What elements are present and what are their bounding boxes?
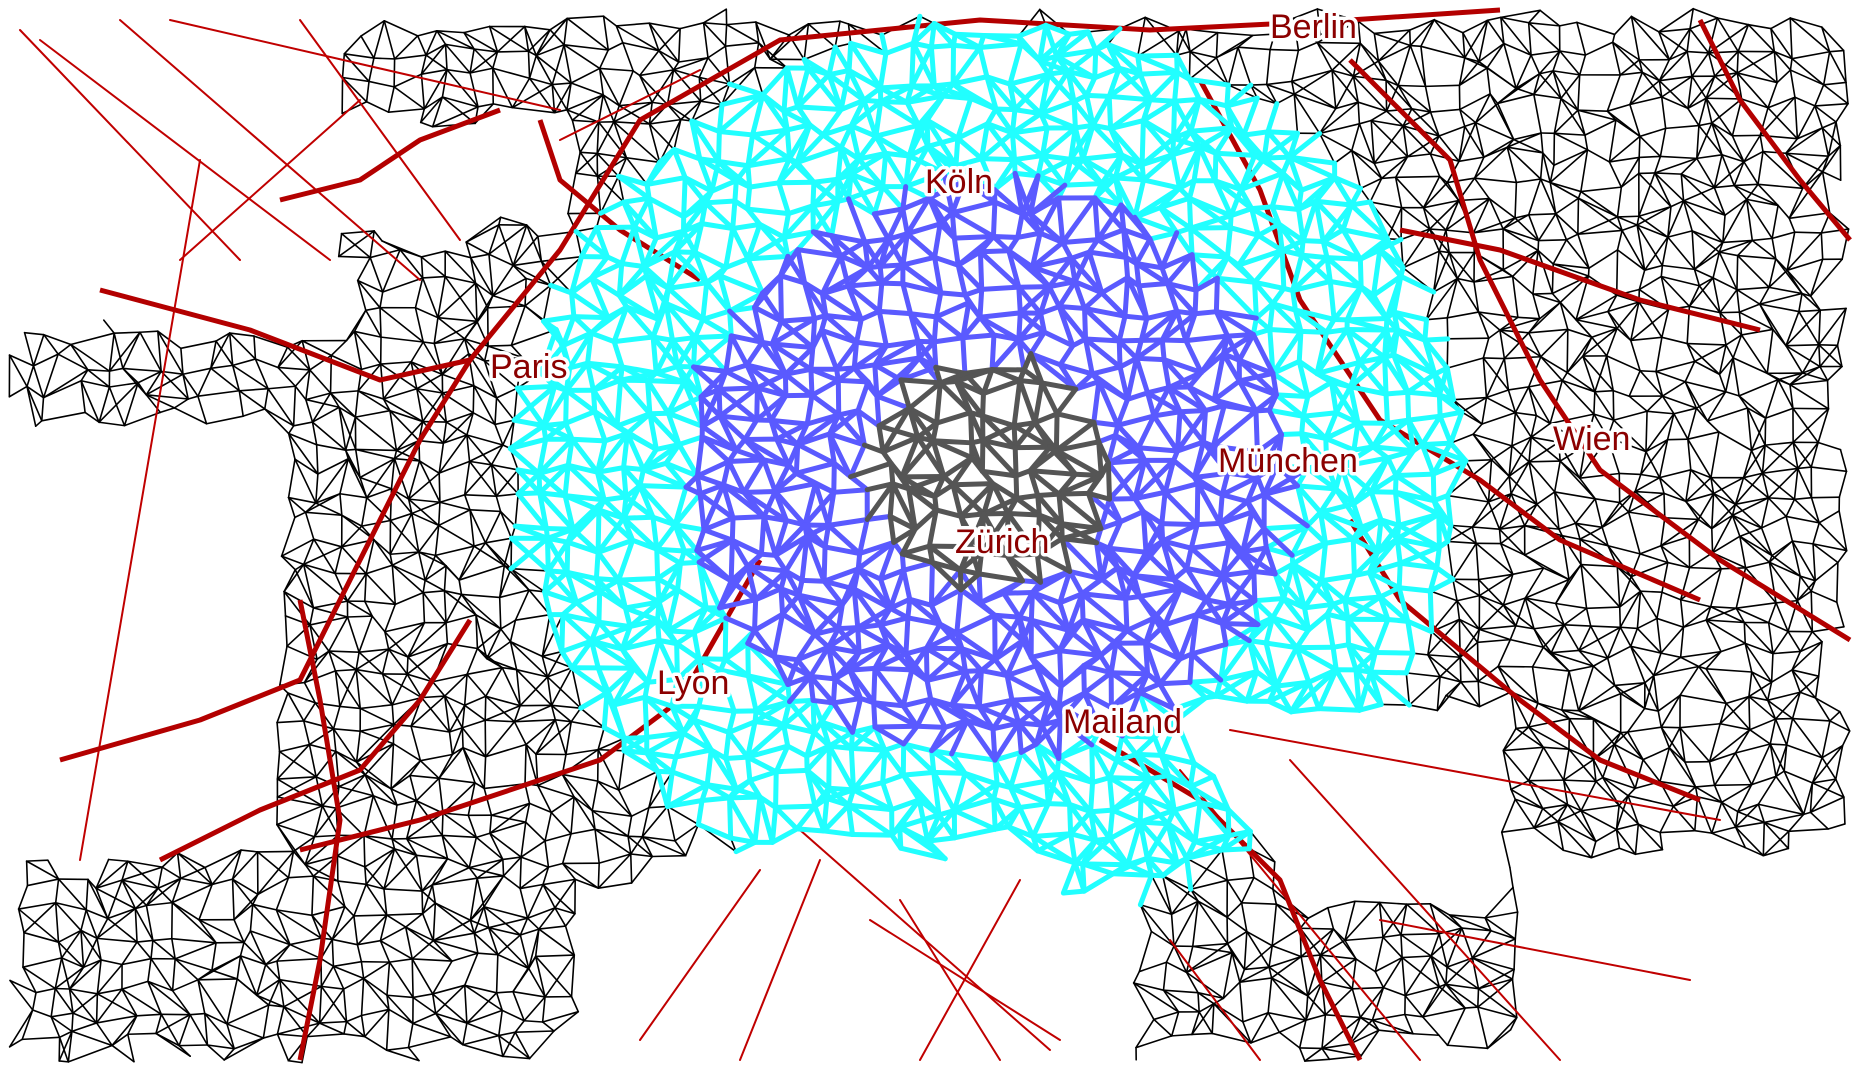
road-mesh-layer: [8, 7, 1851, 1064]
highway-layer: [59, 7, 1852, 1062]
ferry-links-layer: [19, 19, 1721, 1061]
reachable-area-inner: [848, 351, 1113, 593]
city-label-lyon: Lyon: [657, 664, 729, 702]
city-label-mailand: Mailand: [1063, 703, 1182, 741]
city-labels: Berlin Köln Paris Wien München Zürich Ly…: [487, 5, 1634, 745]
reachable-area-middle: [683, 170, 1310, 763]
city-label-berlin: Berlin: [1270, 8, 1357, 46]
city-label-koeln: Köln: [925, 163, 993, 201]
city-label-zuerich: Zürich: [955, 523, 1049, 561]
reachable-area-outer: [507, 13, 1469, 908]
city-label-wien: Wien: [1553, 420, 1630, 458]
city-label-paris: Paris: [490, 348, 567, 386]
city-label-muenchen: München: [1218, 442, 1358, 480]
